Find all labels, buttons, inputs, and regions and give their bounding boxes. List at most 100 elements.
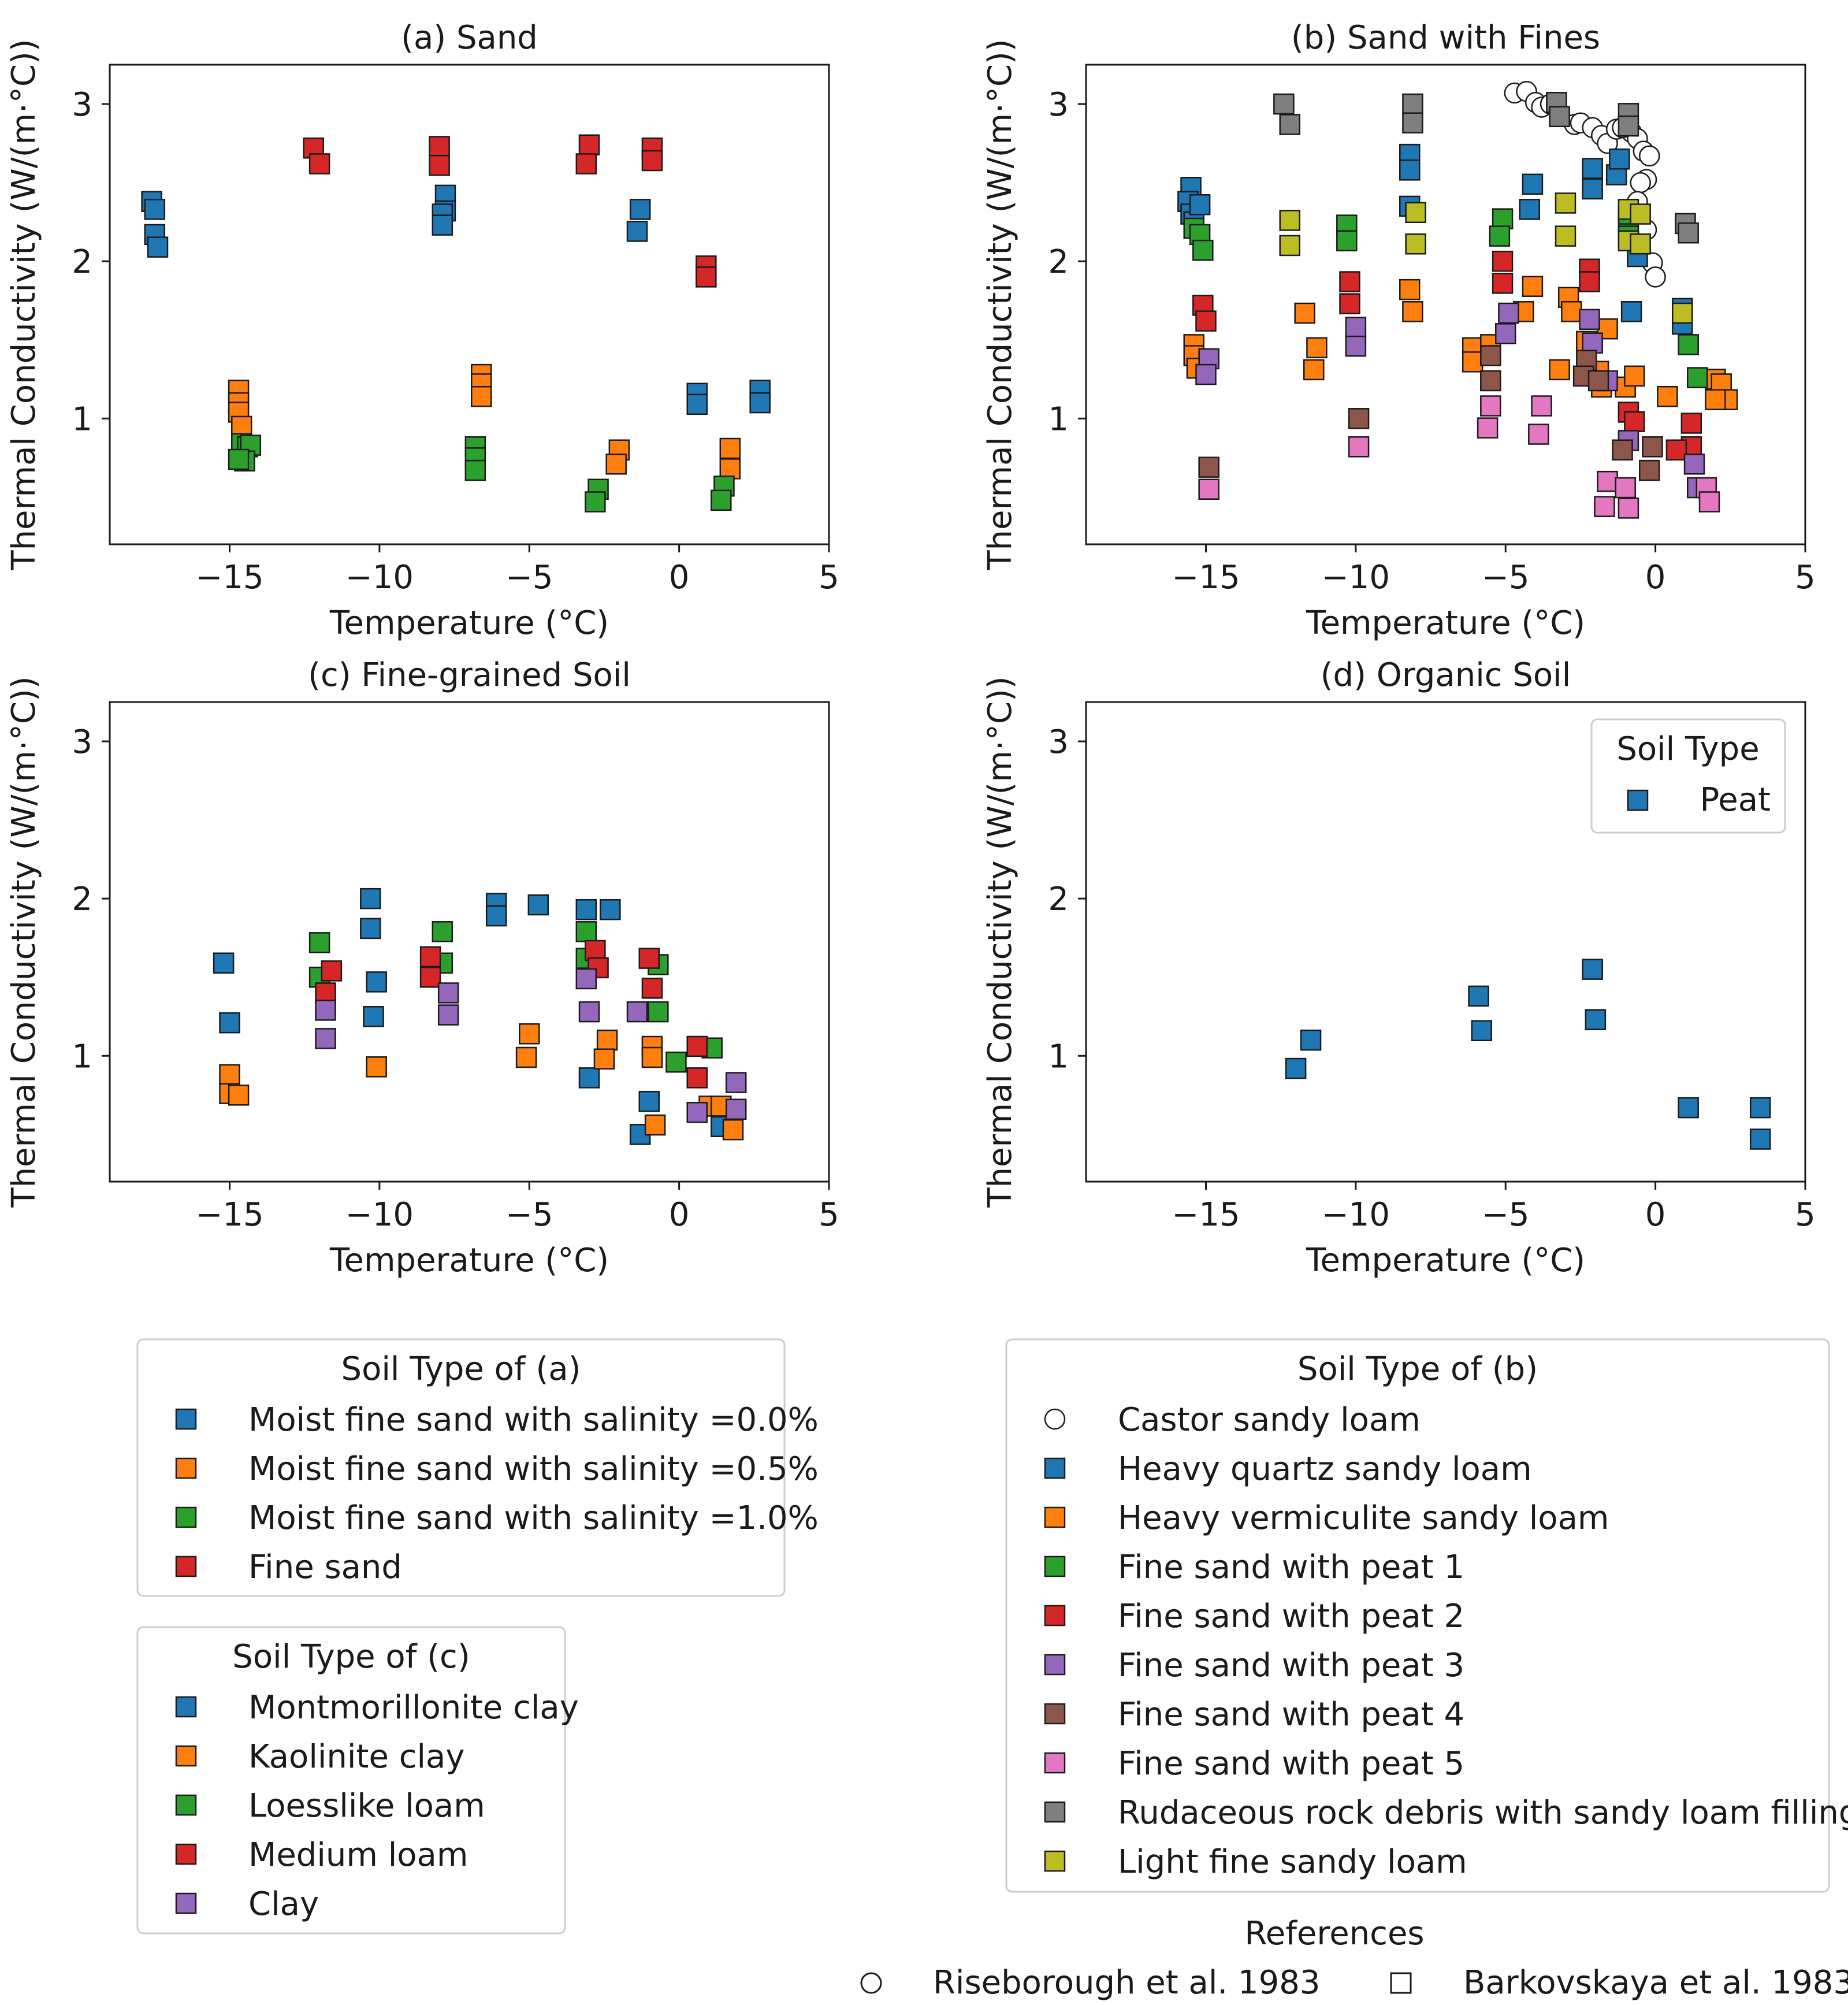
reference-label: Barkovskaya et al. 1983 — [1463, 1964, 1848, 2002]
data-point — [147, 236, 169, 258]
series-fine-sand-with-peat-2 — [1192, 250, 1702, 461]
legend-title: Soil Type of (b) — [1297, 1350, 1538, 1388]
series-kaolinite-clay — [219, 1023, 744, 1141]
y-tick-label: 2 — [72, 881, 92, 918]
data-point — [719, 437, 741, 459]
data-point — [1678, 334, 1699, 355]
data-point — [1672, 302, 1693, 324]
x-tick-label: −5 — [505, 1196, 553, 1234]
data-point — [1705, 389, 1726, 410]
legend-label: Light fine sandy loam — [1118, 1843, 1467, 1881]
legend-marker — [1044, 1408, 1066, 1430]
x-tick-label: −15 — [1172, 1196, 1240, 1234]
data-point — [1399, 159, 1421, 181]
data-point — [1630, 172, 1651, 194]
y-tick-label: 1 — [72, 1038, 92, 1075]
data-point — [485, 905, 507, 927]
y-tick-label: 2 — [1048, 881, 1069, 918]
data-point — [432, 214, 453, 236]
data-point — [228, 448, 250, 470]
x-tick-label: 0 — [1645, 1196, 1666, 1234]
y-tick-label: 1 — [1048, 400, 1069, 438]
data-point — [419, 966, 441, 988]
data-point — [638, 1090, 660, 1112]
data-point — [1345, 335, 1367, 357]
data-point — [1639, 459, 1660, 481]
legend-soil-type-a: Soil Type of (a) Moist fine sand with sa… — [136, 1338, 819, 1597]
data-point — [1336, 230, 1358, 252]
legend-label: Fine sand with peat 5 — [1118, 1745, 1464, 1783]
data-point — [644, 1114, 666, 1136]
data-point — [626, 221, 648, 242]
legend-label: Heavy vermiculite sandy loam — [1118, 1499, 1609, 1537]
x-tick-label: −15 — [1172, 559, 1240, 596]
y-tick-label: 1 — [1048, 1038, 1069, 1075]
data-point — [1579, 309, 1600, 331]
data-point — [1639, 145, 1660, 167]
data-point — [1549, 106, 1570, 128]
data-point — [1609, 148, 1630, 170]
series-montmorillonite-clay — [213, 888, 732, 1145]
data-point — [575, 968, 597, 990]
series-light-fine-sandy-loam — [1279, 192, 1693, 324]
legend-label: Fine sand with peat 2 — [1118, 1598, 1464, 1635]
legend-label: Moist fine sand with salinity =1.0% — [248, 1499, 819, 1537]
legend-box — [136, 1626, 566, 1935]
panel-a: (a) Sand −15 −10 −5 0 5 1 2 3 Temperature (°C) The… — [5, 19, 839, 642]
data-point — [1492, 273, 1514, 294]
legend-marker — [175, 1696, 197, 1718]
legend-label: Fine sand with peat 3 — [1118, 1647, 1464, 1684]
panel-title: (d) Organic Soil — [1321, 656, 1571, 694]
data-point — [1402, 300, 1423, 322]
data-point — [686, 393, 708, 415]
x-tick-label: −5 — [505, 559, 553, 596]
data-point — [578, 134, 600, 156]
legend-label: Rudaceous rock debris with sandy loam fi… — [1118, 1794, 1848, 1832]
legend-label: Moist fine sand with salinity =0.0% — [248, 1401, 819, 1439]
legend-label: Heavy quartz sandy loam — [1118, 1450, 1532, 1488]
y-axis-label: Thermal Conductivity (W/(m·°C)) — [981, 39, 1019, 570]
legend-marker — [1044, 1654, 1066, 1676]
data-point — [641, 978, 663, 999]
data-point — [1489, 225, 1511, 247]
legend-label: Castor sandy loam — [1118, 1401, 1421, 1439]
data-point — [1468, 985, 1489, 1007]
data-point — [527, 894, 549, 916]
y-tick-label: 3 — [72, 86, 92, 124]
data-point — [1198, 456, 1219, 478]
data-point — [471, 385, 492, 407]
data-point — [1585, 1009, 1607, 1030]
panel-d: (d) Organic Soil −15 −10 −5 0 5 1 2 3 Temperature… — [981, 656, 1816, 1279]
data-point — [1678, 222, 1699, 244]
data-point — [1279, 235, 1300, 257]
data-point — [432, 921, 453, 942]
legend-marker — [1044, 1752, 1066, 1774]
data-point — [464, 459, 486, 481]
legend-title: Soil Type — [1616, 730, 1759, 768]
data-point — [1348, 436, 1370, 458]
data-point — [575, 921, 597, 942]
x-axis-label: Temperature (°C) — [1306, 1242, 1585, 1279]
data-point — [1279, 210, 1300, 231]
data-point — [429, 154, 450, 176]
legend-box — [136, 1338, 786, 1597]
data-point — [578, 1067, 600, 1089]
data-point — [1339, 271, 1360, 292]
data-point — [1522, 276, 1544, 297]
data-point — [360, 888, 381, 909]
data-point — [719, 458, 741, 480]
data-point — [1665, 439, 1687, 461]
data-point — [575, 898, 597, 920]
data-point — [228, 1085, 250, 1106]
data-point — [1630, 203, 1651, 225]
square-marker-icon — [1390, 1972, 1412, 1994]
data-point — [585, 940, 606, 961]
legend-marker — [175, 1506, 197, 1528]
y-axis-label: Thermal Conductivity (W/(m·°C)) — [5, 39, 43, 570]
x-tick-label: −5 — [1482, 559, 1530, 596]
data-point — [686, 1067, 708, 1089]
y-axis-label: Thermal Conductivity (W/(m·°C)) — [5, 676, 43, 1208]
data-point — [1492, 250, 1514, 272]
data-point — [1549, 359, 1570, 381]
data-point — [1594, 496, 1615, 517]
